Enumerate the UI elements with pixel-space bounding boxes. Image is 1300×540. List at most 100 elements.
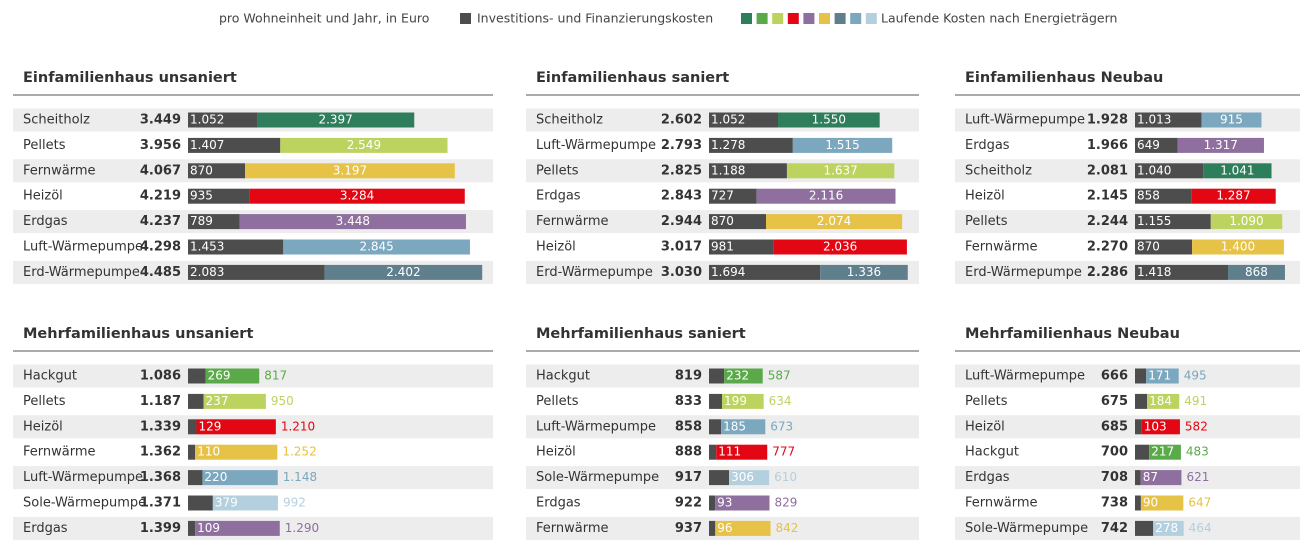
invest-value-label: 1.694 (711, 265, 745, 279)
invest-value-label: 981 (711, 240, 734, 254)
total-label: 708 (1101, 470, 1128, 485)
invest-bar (1135, 419, 1142, 435)
running-value-label: 491 (1184, 394, 1207, 408)
invest-bar (709, 419, 722, 435)
total-label: 1.399 (140, 521, 181, 536)
invest-bar (188, 214, 240, 230)
invest-bar (709, 163, 787, 179)
invest-value-label: 2.083 (190, 265, 224, 279)
running-value-label: 3.448 (336, 214, 370, 228)
total-label: 675 (1101, 394, 1128, 409)
running-value-label: 483 (1186, 445, 1209, 459)
category-label: Scheitholz (965, 163, 1032, 178)
running-bar (205, 368, 260, 384)
total-label: 666 (1101, 369, 1128, 384)
running-bar (792, 137, 893, 153)
category-label: Heizöl (536, 240, 576, 255)
running-bar (724, 368, 763, 384)
running-bar (773, 239, 907, 255)
category-label: Sole-Wärmepumpe (965, 521, 1088, 536)
legend-label: Laufende Kosten nach Energieträgern (881, 11, 1117, 26)
running-bar (721, 419, 766, 435)
running-value-label: 621 (1186, 470, 1209, 484)
running-bar (820, 264, 908, 280)
total-label: 2.270 (1087, 240, 1128, 255)
total-label: 2.944 (661, 214, 702, 229)
running-bar (257, 112, 415, 128)
invest-bar (1135, 264, 1229, 280)
panel-title: Einfamilienhaus Neubau (965, 70, 1163, 86)
invest-value-label: 1.418 (1137, 265, 1171, 279)
running-bar (786, 163, 895, 179)
category-label: Fernwärme (965, 240, 1038, 255)
category-label: Scheitholz (536, 113, 603, 128)
panel-title: Mehrfamilienhaus saniert (536, 326, 746, 342)
invest-bar (1135, 163, 1204, 179)
invest-value-label: 1.155 (1137, 214, 1171, 228)
running-value-label: 2.074 (817, 214, 851, 228)
running-value-label: 1.287 (1216, 189, 1250, 203)
running-value-label: 2.402 (386, 265, 420, 279)
row-band (955, 364, 1300, 388)
running-value-label: 610 (774, 470, 797, 484)
running-bar (202, 470, 278, 486)
category-label: Luft-Wärmepumpe (965, 113, 1085, 128)
running-value-label: 582 (1185, 419, 1208, 433)
category-label: Sole-Wärmepumpe (536, 470, 659, 485)
total-label: 2.286 (1087, 265, 1128, 280)
invest-value-label: 96 (717, 521, 732, 535)
total-label: 833 (675, 394, 702, 409)
total-label: 4.237 (140, 214, 181, 229)
running-bar (756, 188, 896, 204)
category-label: Fernwärme (23, 445, 96, 460)
invest-bar (709, 112, 779, 128)
invest-bar (709, 520, 716, 536)
category-label: Luft-Wärmepumpe (23, 240, 143, 255)
total-label: 4.485 (140, 265, 181, 280)
running-value-label: 3.284 (340, 189, 374, 203)
category-label: Sole-Wärmepumpe (23, 496, 146, 511)
invest-bar (1135, 112, 1202, 128)
invest-bar (1135, 188, 1192, 204)
invest-value-label: 220 (204, 470, 227, 484)
running-bar (729, 470, 770, 486)
legend-swatch (834, 13, 846, 24)
running-bar (1203, 163, 1272, 179)
invest-value-label: 184 (1149, 394, 1172, 408)
category-label: Heizöl (965, 419, 1005, 434)
running-bar (778, 112, 880, 128)
invest-bar (188, 137, 281, 153)
running-value-label: 1.090 (1229, 214, 1263, 228)
category-label: Erdgas (536, 496, 581, 511)
invest-bar (1135, 137, 1178, 153)
invest-value-label: 111 (718, 445, 741, 459)
total-label: 2.843 (661, 189, 702, 204)
running-value-label: 817 (264, 369, 287, 383)
category-label: Heizöl (23, 189, 63, 204)
category-label: Luft-Wärmepumpe (965, 369, 1085, 384)
total-label: 4.219 (140, 189, 181, 204)
panel-title: Einfamilienhaus saniert (536, 70, 729, 86)
invest-bar (709, 137, 793, 153)
invest-value-label: 858 (1137, 189, 1160, 203)
category-label: Erdgas (23, 521, 68, 536)
running-value-label: 634 (769, 394, 792, 408)
total-label: 2.145 (1087, 189, 1128, 204)
legend-swatch (756, 13, 768, 24)
invest-bar (188, 495, 213, 511)
category-label: Scheitholz (23, 113, 90, 128)
invest-value-label: 870 (1137, 240, 1160, 254)
running-value-label: 1.336 (847, 265, 881, 279)
running-value-label: 1.252 (282, 445, 316, 459)
invest-value-label: 1.278 (711, 138, 745, 152)
running-value-label: 1.317 (1204, 138, 1238, 152)
running-bar (196, 419, 276, 435)
running-value-label: 915 (1220, 113, 1243, 127)
running-value-label: 2.397 (318, 113, 352, 127)
running-value-label: 2.116 (809, 189, 843, 203)
total-label: 4.067 (140, 163, 181, 178)
total-label: 4.298 (140, 240, 181, 255)
total-label: 3.449 (140, 113, 181, 128)
invest-bar (1135, 520, 1154, 536)
invest-bar (1135, 444, 1150, 460)
